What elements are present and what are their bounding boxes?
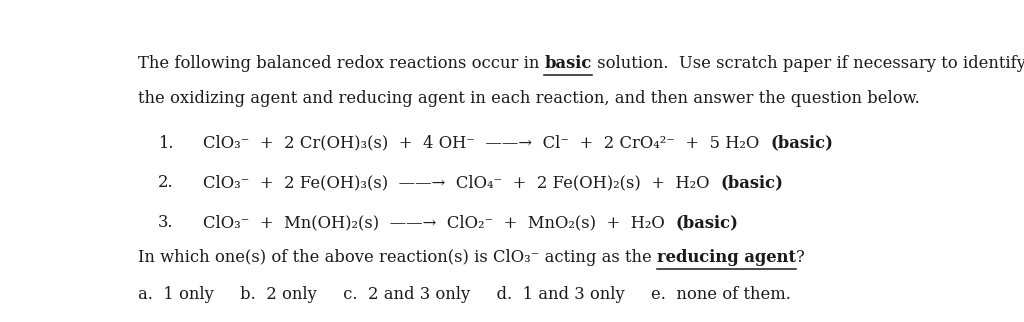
Text: basic: basic [544,55,592,72]
Text: ?: ? [796,249,804,266]
Text: 1.: 1. [158,135,174,152]
Text: the oxidizing agent and reducing agent in each reaction, and then answer the que: the oxidizing agent and reducing agent i… [137,90,920,107]
Text: ClO₃⁻  +  2 Cr(OH)₃(s)  +  4 OH⁻  ——→  Cl⁻  +  2 CrO₄²⁻  +  5 H₂O: ClO₃⁻ + 2 Cr(OH)₃(s) + 4 OH⁻ ——→ Cl⁻ + 2… [204,135,760,152]
Text: 3.: 3. [158,214,174,231]
Text: (basic): (basic) [676,214,738,231]
Text: ClO₃⁻  +  2 Fe(OH)₃(s)  ——→  ClO₄⁻  +  2 Fe(OH)₂(s)  +  H₂O: ClO₃⁻ + 2 Fe(OH)₃(s) ——→ ClO₄⁻ + 2 Fe(OH… [204,175,710,191]
Text: solution.  Use scratch paper if necessary to identify: solution. Use scratch paper if necessary… [592,55,1024,72]
Text: (basic): (basic) [721,175,783,191]
Text: In which one(s) of the above reaction(s) is ClO₃⁻ acting as the: In which one(s) of the above reaction(s)… [137,249,656,266]
Text: ClO₃⁻  +  Mn(OH)₂(s)  ——→  ClO₂⁻  +  MnO₂(s)  +  H₂O: ClO₃⁻ + Mn(OH)₂(s) ——→ ClO₂⁻ + MnO₂(s) +… [204,214,666,231]
Text: The following balanced redox reactions occur in: The following balanced redox reactions o… [137,55,544,72]
Text: reducing agent: reducing agent [656,249,796,266]
Text: 2.: 2. [158,175,174,191]
Text: (basic): (basic) [770,135,833,152]
Text: a.  1 only     b.  2 only     c.  2 and 3 only     d.  1 and 3 only     e.  none: a. 1 only b. 2 only c. 2 and 3 only d. 1… [137,286,791,303]
